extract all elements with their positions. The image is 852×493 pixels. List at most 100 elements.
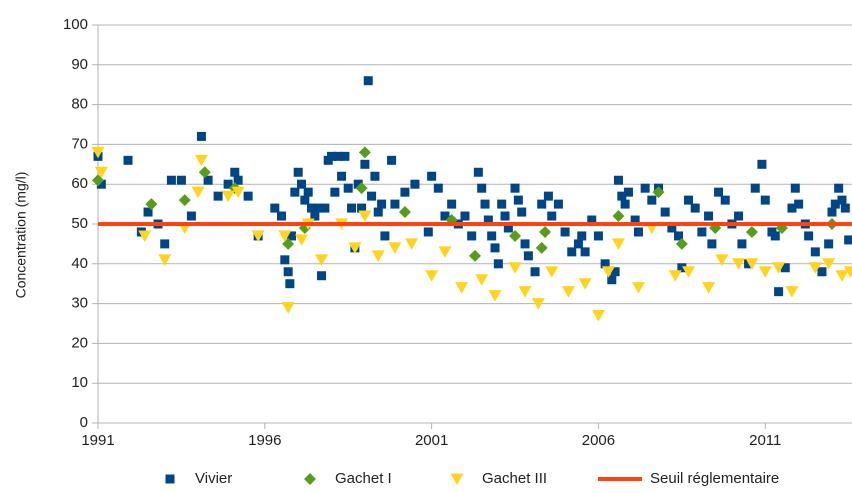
- point: [287, 231, 297, 241]
- y-tick-label: 80: [71, 96, 88, 113]
- point: [488, 290, 502, 302]
- point: [830, 199, 840, 209]
- x-tick-label: 2011: [749, 432, 781, 449]
- point: [677, 263, 687, 273]
- point: [580, 247, 590, 257]
- point: [537, 199, 547, 209]
- point: [455, 282, 469, 294]
- point: [668, 270, 682, 282]
- point: [295, 234, 309, 246]
- point: [827, 207, 837, 217]
- point: [270, 203, 280, 213]
- point: [772, 262, 786, 274]
- point: [438, 246, 452, 258]
- point: [844, 235, 852, 245]
- point: [483, 215, 493, 225]
- point: [367, 191, 377, 201]
- point: [233, 175, 243, 185]
- point: [460, 211, 470, 221]
- point: [487, 231, 497, 241]
- point: [640, 183, 650, 193]
- point: [493, 259, 503, 269]
- point: [251, 230, 265, 242]
- point: [223, 179, 233, 189]
- point: [518, 286, 532, 298]
- point: [203, 175, 213, 185]
- point: [660, 207, 670, 217]
- point: [278, 230, 292, 242]
- point: [697, 227, 707, 237]
- point: [617, 191, 627, 201]
- y-tick-label: 0: [80, 414, 88, 431]
- point: [480, 199, 490, 209]
- point: [337, 171, 347, 181]
- point: [186, 211, 196, 221]
- point: [176, 175, 186, 185]
- point: [355, 182, 368, 195]
- point: [313, 203, 323, 213]
- point: [500, 211, 510, 221]
- point: [300, 195, 310, 205]
- point: [750, 183, 760, 193]
- point: [530, 267, 540, 277]
- point: [477, 183, 487, 193]
- point: [96, 179, 106, 189]
- point: [787, 203, 797, 213]
- point: [834, 183, 844, 193]
- point: [387, 155, 397, 165]
- point: [360, 159, 370, 169]
- point: [843, 266, 852, 278]
- point: [196, 131, 206, 141]
- point: [283, 267, 293, 277]
- point: [702, 282, 716, 294]
- point: [198, 166, 211, 179]
- point: [578, 278, 592, 290]
- point: [348, 242, 362, 254]
- point: [567, 247, 577, 257]
- point: [358, 146, 371, 159]
- point: [600, 259, 610, 269]
- point: [794, 199, 804, 209]
- y-tick-label: 10: [71, 374, 88, 391]
- point: [221, 190, 235, 203]
- point: [388, 242, 402, 254]
- point: [720, 195, 730, 205]
- point: [467, 231, 477, 241]
- point: [370, 171, 380, 181]
- point: [490, 243, 500, 253]
- point: [357, 203, 367, 213]
- point: [303, 187, 313, 197]
- y-tick-label: 100: [63, 16, 88, 33]
- point: [785, 286, 799, 298]
- point: [822, 258, 836, 270]
- point: [315, 254, 329, 266]
- legend-key: [450, 473, 464, 485]
- point: [213, 191, 223, 201]
- legend-label: Seuil réglementaire: [650, 470, 779, 487]
- point: [587, 215, 597, 225]
- point: [652, 186, 665, 199]
- legend-key: [165, 474, 175, 484]
- point: [353, 179, 363, 189]
- legend-label: Gachet III: [482, 470, 547, 487]
- point: [310, 211, 320, 221]
- x-tick-label: 1991: [81, 432, 114, 449]
- point: [194, 154, 208, 167]
- point: [123, 155, 133, 165]
- point: [509, 229, 522, 242]
- y-tick-label: 40: [71, 255, 88, 272]
- x-tick-label: 2006: [582, 432, 615, 449]
- point: [667, 223, 677, 233]
- point: [347, 203, 357, 213]
- point: [613, 175, 623, 185]
- point: [297, 179, 307, 189]
- point: [508, 262, 522, 274]
- y-tick-label: 70: [71, 135, 88, 152]
- point: [824, 239, 834, 249]
- point: [633, 227, 643, 237]
- point: [373, 207, 383, 217]
- point: [539, 225, 552, 238]
- point: [707, 239, 717, 249]
- point: [281, 302, 295, 314]
